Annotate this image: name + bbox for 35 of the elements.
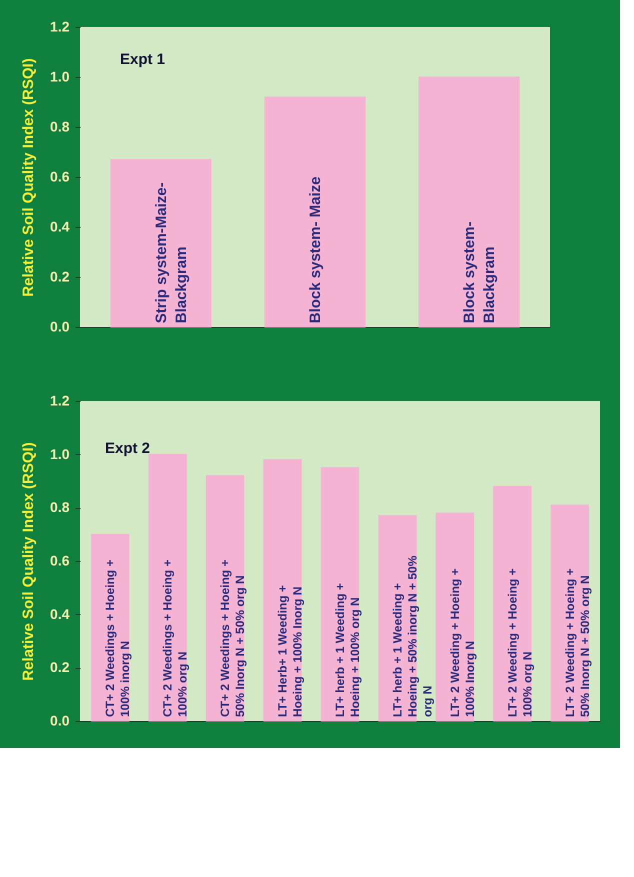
x-tick-label: Strip system-Maize-Blackgram (152, 182, 190, 324)
x-tick-label: LT+ 2 Weeding + Hoeing + 100% Inorg N (448, 568, 477, 717)
bar (110, 159, 212, 328)
y-tick-label: 0.2 (50, 659, 70, 676)
annotation: Expt 1 (120, 51, 166, 68)
y-tick-label: 0.0 (50, 712, 70, 728)
y-tick-label: 0.2 (50, 268, 70, 284)
bar (264, 96, 366, 328)
y-axis-title: Relative Soil Quality Index (RSQI) (20, 58, 38, 297)
bar (493, 486, 532, 722)
y-tick-label: 0.8 (50, 499, 70, 516)
y-tick-label: 0.6 (50, 168, 70, 184)
y-axis-title: Relative Soil Quality Index (RSQI) (20, 442, 38, 681)
y-tick-label: 1.0 (50, 446, 70, 462)
x-tick-label: Block system- Maize (307, 176, 324, 324)
y-tick-label: 1.2 (50, 18, 70, 34)
x-tick-label: LT+ Herb+ 1 Weeding + Hoeing + 100% Inorg N (276, 585, 305, 717)
x-tick-label: LT+ herb + 1 Weeding + Hoeing + 50% inorg N + 50% org N (390, 555, 434, 717)
y-tick-label: 1.2 (50, 392, 70, 408)
y-tick-label: 1.0 (50, 68, 70, 84)
y-tick-label: 0.4 (50, 606, 70, 622)
x-tick-label: LT+ 2 Weeding + Hoeing + 100% org N (505, 568, 534, 717)
bar (418, 76, 520, 328)
x-tick-label: CT+ 2 Weedings + Hoeing + 100% inorg N (103, 560, 132, 717)
bar (148, 454, 187, 722)
y-tick-label: 0.0 (50, 318, 70, 334)
annotation: Expt 2 (105, 440, 150, 457)
y-tick-label: 0.4 (50, 218, 70, 234)
x-tick-label: Block system-Blackgram (461, 222, 498, 324)
y-tick-label: 0.8 (50, 118, 70, 134)
x-tick-label: CT+ 2 Weedings + Hoeing + 50% Inorg N + 50% org N (218, 560, 248, 717)
x-tick-label: LT+ herb + 1 Weeding + Hoeing + 100% org N (333, 583, 362, 717)
y-tick-label: 0.6 (50, 552, 70, 568)
x-tick-label: CT+ 2 Weedings + Hoeing + 100% org N (160, 560, 190, 717)
x-tick-label: LT+ 2 Weeding + Hoeing + 50% Inorg N + 50% org N (562, 568, 592, 717)
